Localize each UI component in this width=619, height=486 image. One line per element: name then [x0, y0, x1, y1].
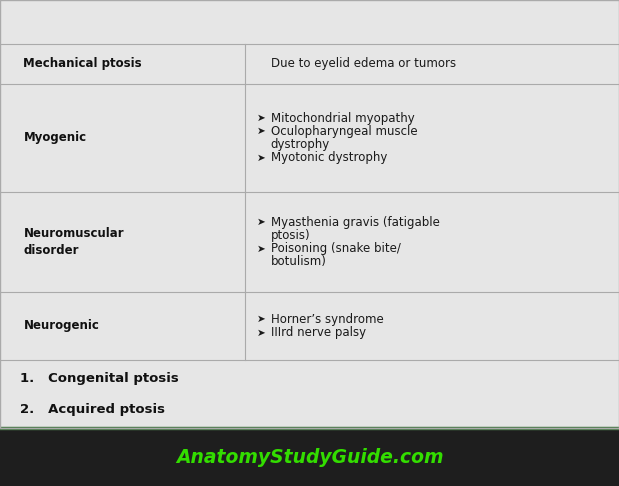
- Text: ➤: ➤: [256, 113, 266, 123]
- Text: Myotonic dystrophy: Myotonic dystrophy: [271, 151, 387, 164]
- Text: ➤: ➤: [256, 126, 266, 137]
- Text: Mechanical ptosis: Mechanical ptosis: [24, 57, 142, 70]
- Bar: [0, 84, 619, 192]
- Bar: [0, 292, 619, 360]
- Text: Myogenic: Myogenic: [24, 132, 87, 144]
- Text: ➤: ➤: [256, 328, 266, 338]
- Text: ➤: ➤: [256, 217, 266, 227]
- Text: ➤: ➤: [256, 243, 266, 254]
- Text: ➤: ➤: [256, 153, 266, 163]
- Text: Horner’s syndrome: Horner’s syndrome: [271, 313, 383, 326]
- Text: Myasthenia gravis (fatigable: Myasthenia gravis (fatigable: [271, 216, 439, 229]
- Text: Oculopharyngeal muscle: Oculopharyngeal muscle: [271, 125, 417, 138]
- Text: ptosis): ptosis): [271, 229, 310, 242]
- Bar: [0, 360, 619, 428]
- Text: Neurogenic: Neurogenic: [24, 319, 100, 332]
- Text: ➤: ➤: [256, 314, 266, 325]
- Text: botulism): botulism): [271, 255, 326, 268]
- Bar: [0, 44, 619, 84]
- Text: 2.   Acquired ptosis: 2. Acquired ptosis: [20, 403, 165, 416]
- Text: Poisoning (snake bite/: Poisoning (snake bite/: [271, 242, 400, 255]
- Text: Neuromuscular
disorder: Neuromuscular disorder: [24, 227, 124, 257]
- Bar: [0, 192, 619, 292]
- Text: AnatomyStudyGuide.com: AnatomyStudyGuide.com: [176, 448, 443, 467]
- Text: Due to eyelid edema or tumors: Due to eyelid edema or tumors: [271, 57, 456, 70]
- Bar: [0, 0, 619, 428]
- Text: dystrophy: dystrophy: [271, 138, 330, 151]
- Text: IIIrd nerve palsy: IIIrd nerve palsy: [271, 326, 366, 339]
- Bar: [0, 428, 619, 486]
- Text: 1.   Congenital ptosis: 1. Congenital ptosis: [20, 372, 180, 385]
- Text: Mitochondrial myopathy: Mitochondrial myopathy: [271, 112, 414, 125]
